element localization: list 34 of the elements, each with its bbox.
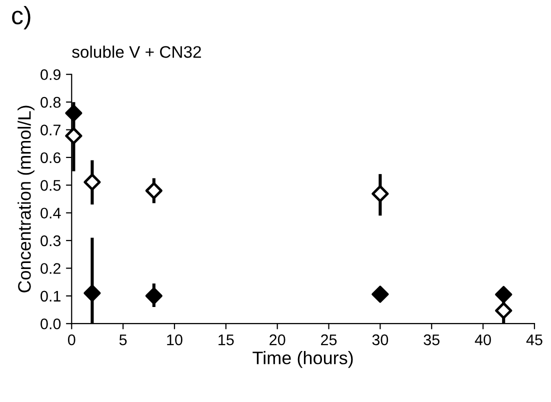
y-tick-label: 0.4 bbox=[40, 208, 61, 219]
x-tick-label: 5 bbox=[119, 334, 127, 346]
point bbox=[65, 127, 82, 144]
point bbox=[145, 287, 162, 304]
point bbox=[84, 174, 101, 191]
y-tick-label: 0.3 bbox=[40, 235, 61, 246]
y-tick-label: 0.8 bbox=[40, 96, 61, 108]
point bbox=[84, 284, 101, 302]
point bbox=[372, 286, 389, 303]
x-tick-label: 45 bbox=[526, 334, 542, 346]
y-axis-title: Concentration (mmol/L) bbox=[18, 106, 34, 292]
x-tick-label: 0 bbox=[68, 334, 76, 346]
x-tick-label: 30 bbox=[372, 334, 388, 346]
y-tick-label: 0.9 bbox=[40, 69, 60, 80]
y-tick-label: 0.6 bbox=[40, 152, 61, 164]
point bbox=[372, 185, 389, 202]
x-axis-title: Time (hours) bbox=[252, 351, 353, 368]
y-tick-label: 0.2 bbox=[40, 263, 60, 274]
point bbox=[495, 302, 512, 320]
point bbox=[145, 182, 162, 200]
y-tick-label: 0.1 bbox=[40, 290, 60, 302]
point bbox=[65, 104, 82, 122]
x-tick-label: 35 bbox=[424, 334, 440, 346]
x-tick-label: 10 bbox=[167, 334, 182, 346]
x-tick-label: 40 bbox=[474, 334, 491, 346]
y-tick-label: 0.0 bbox=[40, 318, 61, 330]
x-tick-label: 20 bbox=[270, 334, 286, 346]
y-tick-label: 0.5 bbox=[40, 180, 61, 191]
y-tick-label: 0.7 bbox=[40, 124, 60, 136]
point bbox=[495, 286, 512, 304]
chart-title: soluble V + CN32 bbox=[72, 46, 201, 58]
text: c) bbox=[12, 6, 30, 30]
x-tick-label: 15 bbox=[218, 334, 234, 346]
x-tick-label: 25 bbox=[321, 334, 337, 346]
